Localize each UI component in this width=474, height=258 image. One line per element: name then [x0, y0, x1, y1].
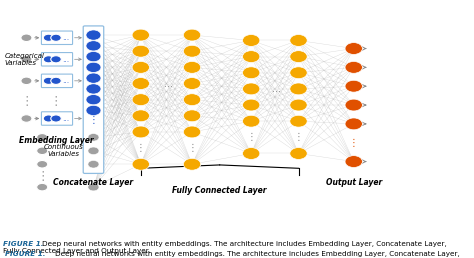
Circle shape [88, 183, 99, 191]
FancyBboxPatch shape [41, 31, 73, 44]
Circle shape [88, 134, 99, 141]
Circle shape [345, 61, 363, 73]
Text: ...: ... [62, 76, 69, 85]
Circle shape [43, 115, 54, 122]
Circle shape [290, 35, 307, 46]
Circle shape [345, 118, 363, 130]
Text: FIGURE 1.: FIGURE 1. [5, 251, 48, 257]
Text: ...: ... [62, 33, 69, 42]
Circle shape [132, 78, 149, 90]
Circle shape [132, 45, 149, 57]
Circle shape [243, 115, 260, 127]
Text: ⋮: ⋮ [36, 170, 48, 183]
Circle shape [183, 126, 201, 138]
Circle shape [36, 147, 48, 155]
Circle shape [183, 78, 201, 90]
Text: ⋮: ⋮ [50, 94, 62, 108]
Text: ⋮: ⋮ [89, 115, 98, 125]
Text: Continuous
Variables: Continuous Variables [44, 144, 84, 157]
Circle shape [132, 126, 149, 138]
FancyBboxPatch shape [83, 26, 104, 173]
Circle shape [51, 56, 61, 63]
Circle shape [243, 148, 260, 159]
Text: ⋮: ⋮ [20, 94, 33, 108]
Circle shape [345, 43, 363, 54]
Circle shape [243, 83, 260, 95]
Circle shape [183, 45, 201, 57]
Circle shape [36, 160, 48, 168]
Circle shape [132, 94, 149, 106]
Circle shape [36, 183, 48, 191]
Circle shape [345, 99, 363, 111]
Text: Fully Connected Layer: Fully Connected Layer [173, 186, 267, 195]
Circle shape [132, 29, 149, 41]
Text: ...: ... [273, 84, 282, 94]
Circle shape [43, 77, 54, 84]
Text: Categorical
Variables: Categorical Variables [5, 53, 45, 66]
Text: ...: ... [164, 78, 173, 88]
Circle shape [86, 73, 101, 83]
Circle shape [132, 61, 149, 73]
Text: ⋮: ⋮ [136, 143, 146, 153]
Text: ⋮: ⋮ [187, 143, 197, 153]
Circle shape [183, 110, 201, 122]
Circle shape [243, 51, 260, 62]
FancyBboxPatch shape [41, 112, 73, 125]
Circle shape [86, 105, 101, 116]
FancyBboxPatch shape [41, 53, 73, 66]
Circle shape [43, 56, 54, 63]
Text: Concatenate Layer: Concatenate Layer [54, 178, 134, 187]
Circle shape [290, 67, 307, 79]
Circle shape [88, 147, 99, 155]
Circle shape [290, 99, 307, 111]
Text: Deep neural networks with entity embeddings. The architecture includes Embedding: Deep neural networks with entity embeddi… [55, 251, 459, 257]
Circle shape [290, 83, 307, 95]
Text: ⋮: ⋮ [349, 138, 359, 148]
Circle shape [51, 115, 61, 122]
Text: ...: ... [62, 114, 69, 123]
Circle shape [132, 158, 149, 170]
Circle shape [21, 77, 32, 85]
Text: ⋮: ⋮ [293, 132, 303, 142]
Circle shape [86, 30, 101, 40]
Text: Deep neural networks with entity embeddings. The architecture includes Embedding: Deep neural networks with entity embeddi… [42, 241, 447, 247]
Circle shape [86, 41, 101, 51]
Circle shape [86, 62, 101, 72]
Circle shape [290, 148, 307, 159]
Circle shape [88, 160, 99, 168]
FancyBboxPatch shape [41, 74, 73, 87]
Text: ...: ... [62, 55, 69, 64]
Circle shape [183, 158, 201, 170]
Text: Fully Connected Layer and Output Layer.: Fully Connected Layer and Output Layer. [3, 248, 150, 254]
Circle shape [290, 51, 307, 62]
Circle shape [21, 34, 32, 42]
Circle shape [86, 84, 101, 94]
Circle shape [243, 35, 260, 46]
Circle shape [243, 67, 260, 79]
Circle shape [43, 34, 54, 41]
Circle shape [183, 61, 201, 73]
Circle shape [243, 99, 260, 111]
Circle shape [36, 134, 48, 141]
Text: Output Layer: Output Layer [326, 178, 382, 187]
Circle shape [290, 115, 307, 127]
Circle shape [345, 156, 363, 167]
Circle shape [51, 34, 61, 41]
Text: Embedding Layer: Embedding Layer [18, 136, 93, 145]
Circle shape [183, 94, 201, 106]
Circle shape [345, 80, 363, 92]
Circle shape [86, 94, 101, 105]
Circle shape [132, 110, 149, 122]
Circle shape [86, 52, 101, 62]
Text: FIGURE 1.: FIGURE 1. [3, 241, 46, 247]
Circle shape [51, 77, 61, 84]
Text: ⋮: ⋮ [246, 132, 256, 142]
Circle shape [21, 55, 32, 63]
Circle shape [21, 115, 32, 122]
Circle shape [183, 29, 201, 41]
